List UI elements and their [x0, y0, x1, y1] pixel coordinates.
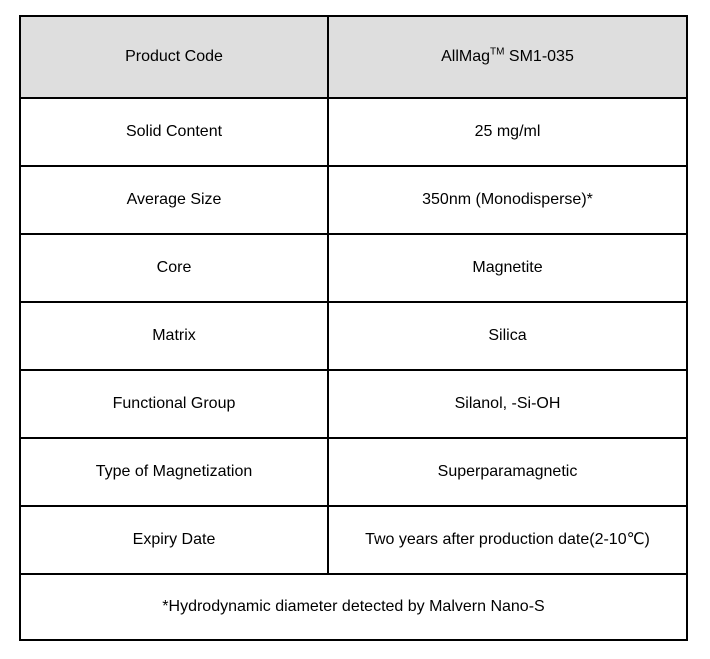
spec-label-magnetization: Type of Magnetization — [19, 437, 329, 507]
spec-value-core: Magnetite — [327, 233, 688, 303]
table-row-average-size: Average Size 350nm (Monodisperse)* — [19, 165, 688, 235]
product-brand-text: AllMag — [441, 48, 491, 65]
spec-value-magnetization: Superparamagnetic — [327, 437, 688, 507]
spec-label-core: Core — [19, 233, 329, 303]
table-row-matrix: Matrix Silica — [19, 301, 688, 371]
table-row-footnote: *Hydrodynamic diameter detected by Malve… — [19, 573, 688, 641]
spec-value-average-size: 350nm (Monodisperse)* — [327, 165, 688, 235]
table-row-core: Core Magnetite — [19, 233, 688, 303]
spec-label-matrix: Matrix — [19, 301, 329, 371]
table-row-expiry-date: Expiry Date Two years after production d… — [19, 505, 688, 575]
table-row-functional-group: Functional Group Silanol, -Si-OH — [19, 369, 688, 439]
spec-value-expiry-date: Two years after production date(2-10℃) — [327, 505, 688, 575]
table-row-product-code: Product Code AllMagTM SM1-035 — [19, 15, 688, 99]
spec-label-product-code: Product Code — [19, 15, 329, 99]
spec-value-functional-group: Silanol, -Si-OH — [327, 369, 688, 439]
product-model-text: SM1-035 — [504, 48, 574, 65]
table-row-solid-content: Solid Content 25 mg/ml — [19, 97, 688, 167]
trademark-superscript: TM — [490, 46, 505, 58]
spec-label-expiry-date: Expiry Date — [19, 505, 329, 575]
spec-label-functional-group: Functional Group — [19, 369, 329, 439]
product-spec-table: Product Code AllMagTM SM1-035 Solid Cont… — [19, 15, 688, 641]
spec-value-solid-content: 25 mg/ml — [327, 97, 688, 167]
spec-value-product-code: AllMagTM SM1-035 — [327, 15, 688, 99]
table-row-magnetization: Type of Magnetization Superparamagnetic — [19, 437, 688, 507]
spec-value-matrix: Silica — [327, 301, 688, 371]
footnote-cell: *Hydrodynamic diameter detected by Malve… — [19, 573, 688, 641]
spec-label-average-size: Average Size — [19, 165, 329, 235]
spec-label-solid-content: Solid Content — [19, 97, 329, 167]
